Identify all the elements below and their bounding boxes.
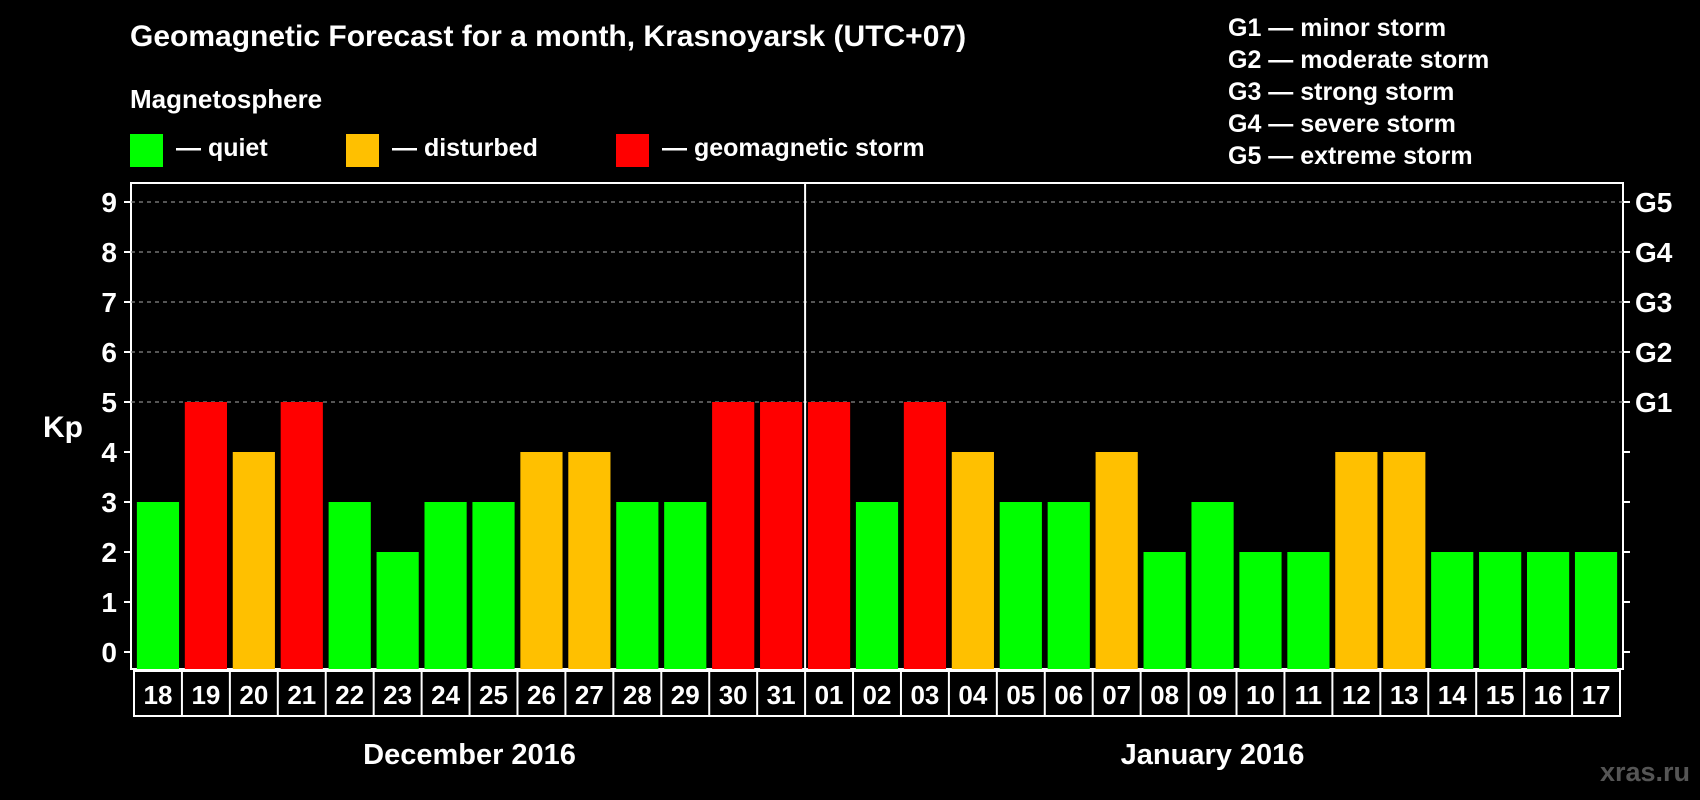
right-tick-label-g1: G1 (1635, 387, 1672, 418)
bar-16 (903, 402, 947, 669)
right-tick-label-g4: G4 (1635, 237, 1673, 268)
x-tick-label-7: 25 (479, 680, 508, 710)
y-tick-label-0: 0 (101, 637, 117, 668)
x-tick-label-25: 12 (1342, 680, 1371, 710)
x-tick-label-1: 19 (191, 680, 220, 710)
legend-swatch-storm (616, 134, 649, 167)
month-label-1: January 2016 (1121, 739, 1305, 771)
x-tick-label-23: 10 (1246, 680, 1275, 710)
x-tick-label-15: 02 (863, 680, 892, 710)
storm-scale-g2: G2 — moderate storm (1228, 46, 1490, 74)
x-tick-label-29: 16 (1534, 680, 1563, 710)
x-tick-label-10: 28 (623, 680, 652, 710)
legend-swatch-quiet (130, 134, 163, 167)
x-tick-label-0: 18 (144, 680, 173, 710)
y-tick-label-1: 1 (101, 587, 117, 618)
y-tick-label-7: 7 (101, 287, 117, 318)
x-tick-label-20: 07 (1102, 680, 1131, 710)
x-tick-label-24: 11 (1295, 680, 1323, 710)
x-tick-label-22: 09 (1198, 680, 1227, 710)
bar-25 (1335, 452, 1378, 669)
date-row-frame (133, 670, 1621, 717)
x-tick-label-19: 06 (1054, 680, 1083, 710)
storm-scale-list: G1 — minor storm G2 — moderate storm G3 … (1228, 12, 1489, 172)
bar-24 (1287, 552, 1330, 669)
bar-26 (1383, 452, 1426, 669)
bar-21 (1143, 552, 1186, 669)
bar-14 (807, 402, 851, 669)
legend-subtitle: Magnetosphere (130, 84, 323, 114)
x-tick-label-18: 05 (1006, 680, 1035, 710)
bar-9 (568, 452, 611, 669)
bar-15 (855, 502, 899, 669)
x-tick-label-6: 24 (431, 680, 460, 710)
bar-12 (712, 402, 755, 669)
bar-30 (1574, 552, 1618, 669)
legend-swatch-disturbed (346, 134, 379, 167)
y-tick-label-9: 9 (101, 187, 117, 218)
y-tick-label-8: 8 (101, 237, 117, 268)
x-tick-label-11: 29 (671, 680, 700, 710)
x-tick-label-17: 04 (958, 680, 987, 710)
watermark: xras.ru (1599, 757, 1690, 787)
y-tick-label-4: 4 (101, 437, 117, 468)
x-tick-label-12: 30 (719, 680, 748, 710)
y-axis-label: Kp (43, 411, 83, 444)
bar-7 (472, 502, 515, 669)
bar-22 (1191, 502, 1234, 669)
bar-6 (424, 502, 467, 669)
x-tick-label-8: 26 (527, 680, 556, 710)
bar-13 (760, 402, 803, 669)
y-tick-label-6: 6 (101, 337, 117, 368)
x-tick-label-26: 13 (1390, 680, 1419, 710)
storm-scale-g3: G3 — strong storm (1228, 78, 1455, 106)
x-tick-label-4: 22 (335, 680, 364, 710)
bar-8 (520, 452, 563, 669)
bar-19 (1047, 502, 1090, 669)
chart-title: Geomagnetic Forecast for a month, Krasno… (130, 20, 967, 53)
storm-scale-g5: G5 — extreme storm (1228, 142, 1473, 170)
right-tick-label-g5: G5 (1635, 187, 1672, 218)
bar-27 (1431, 552, 1474, 669)
storm-scale-g4: G4 — severe storm (1228, 110, 1456, 138)
storm-scale-g1: G1 — minor storm (1228, 14, 1447, 42)
bar-3 (280, 402, 323, 669)
bar-11 (664, 502, 707, 669)
legend-label-disturbed: — disturbed (392, 134, 538, 162)
x-tick-label-27: 14 (1438, 680, 1467, 710)
bar-0 (136, 502, 180, 669)
bar-20 (1095, 452, 1138, 669)
legend-label-storm: — geomagnetic storm (662, 134, 925, 162)
bar-17 (951, 452, 994, 669)
bar-28 (1479, 552, 1522, 669)
x-tick-label-13: 31 (767, 680, 796, 710)
y-tick-label-2: 2 (101, 537, 117, 568)
bar-29 (1527, 552, 1570, 669)
x-tick-label-16: 03 (910, 680, 939, 710)
bar-4 (328, 502, 371, 669)
legend-label-quiet: — quiet (176, 134, 268, 162)
x-tick-label-9: 27 (575, 680, 604, 710)
y-tick-label-3: 3 (101, 487, 117, 518)
x-tick-label-30: 17 (1582, 680, 1611, 710)
bar-23 (1239, 552, 1282, 669)
bar-18 (999, 502, 1042, 669)
bar-5 (376, 552, 419, 669)
bar-1 (184, 402, 227, 669)
bar-2 (232, 452, 275, 669)
x-tick-label-21: 08 (1150, 680, 1179, 710)
x-tick-label-3: 21 (287, 680, 316, 710)
x-tick-label-14: 01 (815, 680, 844, 710)
month-label-0: December 2016 (363, 739, 576, 771)
x-tick-label-5: 23 (383, 680, 412, 710)
x-tick-label-2: 20 (239, 680, 268, 710)
bar-10 (616, 502, 659, 669)
right-tick-label-g3: G3 (1635, 287, 1672, 318)
right-tick-label-g2: G2 (1635, 337, 1672, 368)
x-tick-label-28: 15 (1486, 680, 1515, 710)
y-tick-label-5: 5 (101, 387, 117, 418)
